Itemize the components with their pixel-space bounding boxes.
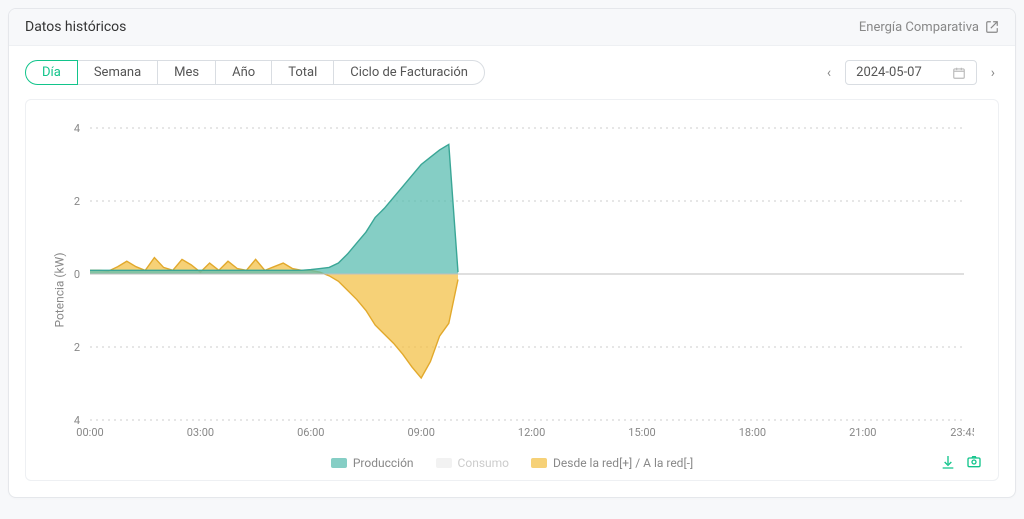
card-header: Datos históricos Energía Comparativa [9,9,1015,46]
tab-total[interactable]: Total [271,60,334,85]
external-link-icon [985,20,999,34]
date-picker[interactable]: 2024-05-07 [845,60,977,85]
svg-text:2: 2 [74,195,80,208]
svg-text:00:00: 00:00 [76,426,103,439]
calendar-icon [952,66,966,80]
legend-swatch [436,458,452,468]
compare-energy-label: Energía Comparativa [859,20,979,35]
tab-año[interactable]: Año [215,60,272,85]
legend-label: Producción [353,456,414,470]
tab-día[interactable]: Día [25,60,78,85]
card-title: Datos históricos [25,19,126,35]
download-icon[interactable] [940,454,956,470]
y-axis-label: Potencia (kW) [53,252,67,327]
svg-text:4: 4 [74,122,80,135]
tab-semana[interactable]: Semana [77,60,158,85]
svg-text:12:00: 12:00 [518,426,545,439]
legend-item-consumption[interactable]: Consumo [436,456,509,470]
legend-item-grid[interactable]: Desde la red[+] / A la red[-] [531,456,693,470]
photo-icon[interactable] [966,454,982,470]
legend-swatch [331,458,347,468]
svg-text:18:00: 18:00 [739,426,766,439]
tab-ciclo-de-facturación[interactable]: Ciclo de Facturación [333,60,485,85]
chart-legend: Producción Consumo Desde la red[+] / A la … [44,456,980,470]
next-date-button[interactable]: › [987,61,999,85]
period-tabs: DíaSemanaMesAñoTotalCiclo de Facturación [25,60,485,85]
svg-text:0: 0 [74,268,80,281]
svg-text:09:00: 09:00 [407,426,434,439]
svg-text:03:00: 03:00 [187,426,214,439]
svg-text:23:45: 23:45 [950,426,974,439]
legend-swatch [531,458,547,468]
date-value: 2024-05-07 [856,65,922,80]
chart-frame: Potencia (kW) 4202400:0003:0006:0009:001… [25,99,999,481]
tab-mes[interactable]: Mes [157,60,216,85]
prev-date-button[interactable]: ‹ [823,61,835,85]
legend-label: Consumo [458,456,509,470]
historical-data-card: Datos históricos Energía Comparativa Día… [8,8,1016,498]
svg-text:15:00: 15:00 [628,426,655,439]
toolbar: DíaSemanaMesAñoTotalCiclo de Facturación… [9,46,1015,91]
svg-text:06:00: 06:00 [297,426,324,439]
power-chart: 4202400:0003:0006:0009:0012:0015:0018:00… [44,118,974,448]
legend-label: Desde la red[+] / A la red[-] [553,456,693,470]
legend-item-production[interactable]: Producción [331,456,414,470]
svg-text:2: 2 [74,341,80,354]
svg-text:21:00: 21:00 [849,426,876,439]
chart-actions [940,454,982,470]
compare-energy-link[interactable]: Energía Comparativa [859,20,999,35]
chart-container: Potencia (kW) 4202400:0003:0006:0009:001… [9,91,1015,497]
date-navigation: ‹ 2024-05-07 › [823,60,999,85]
